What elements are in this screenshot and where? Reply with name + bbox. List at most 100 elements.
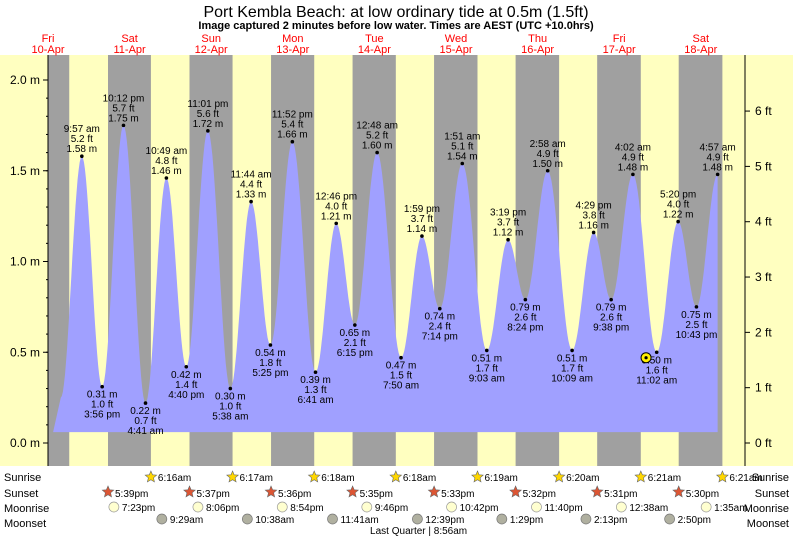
- left-margin: [0, 55, 48, 466]
- tide-height-m: 0.47 m: [386, 361, 417, 372]
- tide-time: 5:25 pm: [252, 368, 288, 379]
- tide-point: [313, 370, 318, 375]
- tide-height-m: 0.51 m: [557, 353, 588, 364]
- sunset-time: 5:30pm: [686, 489, 719, 500]
- tide-time: 10:12 pm: [103, 93, 145, 104]
- sunrise-time: 6:21am: [729, 473, 762, 484]
- y-tick-label-ft: 3 ft: [755, 270, 772, 284]
- tide-height-ft: 5.1 ft: [451, 141, 473, 152]
- tide-height-ft: 2.1 ft: [344, 338, 366, 349]
- row-label-sunrise-right: Sunrise: [752, 472, 789, 484]
- tide-height-ft: 2.4 ft: [429, 322, 451, 333]
- day-date: 13-Apr: [276, 44, 309, 56]
- sunrise-icon: [634, 470, 648, 483]
- tide-point: [654, 350, 659, 355]
- sunset-time: 5:39pm: [115, 489, 148, 500]
- tide-time: 4:29 pm: [576, 200, 612, 211]
- tide-height-m: 0.79 m: [510, 303, 541, 314]
- y-tick-label-ft: 5 ft: [755, 159, 772, 173]
- moonrise-icon: [276, 501, 288, 513]
- tide-height-m: 1.75 m: [108, 113, 139, 124]
- sunrise-time: 6:20am: [566, 473, 599, 484]
- sunrise-time: 6:21am: [648, 473, 681, 484]
- tide-point: [143, 401, 148, 405]
- sunset-icon: [427, 485, 441, 498]
- tide-point: [121, 123, 126, 128]
- tide-height-m: 1.33 m: [236, 190, 267, 201]
- sunrise-icon: [307, 470, 321, 483]
- moonrise-icon: [192, 501, 204, 513]
- tide-height-m: 1.46 m: [151, 166, 182, 177]
- moonset-icon: [496, 513, 508, 525]
- tide-point: [437, 306, 442, 311]
- tide-height-m: 0.74 m: [424, 312, 455, 323]
- tide-point: [290, 139, 295, 144]
- tide-height-ft: 3.7 ft: [497, 218, 519, 229]
- moon-phase: Last Quarter | 8:56am: [370, 526, 467, 537]
- tide-point: [484, 348, 489, 353]
- sunset-time: 5:35pm: [360, 489, 393, 500]
- tide-time: 11:44 am: [231, 170, 272, 181]
- tide-height-ft: 4.4 ft: [240, 180, 262, 191]
- moonset-time: 2:13pm: [594, 515, 627, 526]
- tide-height-m: 0.30 m: [215, 392, 246, 403]
- sunrise-icon: [471, 470, 484, 483]
- tide-height-m: 0.50 m: [641, 355, 672, 366]
- tide-height-ft: 4.9 ft: [707, 152, 729, 163]
- day-labels: Fri10-AprSat11-AprSun12-AprMon13-AprTue1…: [31, 33, 717, 56]
- tide-point: [228, 386, 233, 391]
- tide-point: [506, 237, 510, 242]
- tide-height-ft: 1.5 ft: [390, 371, 412, 382]
- tide-height-ft: 4.8 ft: [155, 156, 177, 167]
- sunrise-time: 6:17am: [240, 473, 273, 484]
- row-label-moonset-right: Moonset: [747, 518, 789, 530]
- tide-time: 7:14 pm: [422, 332, 458, 343]
- y-tick-label-m: 1.0 m: [10, 255, 40, 269]
- moonrise-time: 8:54pm: [290, 503, 323, 514]
- tide-height-ft: 1.6 ft: [646, 365, 668, 376]
- moonrise-time: 1:35am: [714, 503, 747, 514]
- y-tick-label-ft: 0 ft: [755, 436, 772, 450]
- day-name: Fri: [42, 33, 55, 45]
- tide-height-m: 0.22 m: [130, 406, 161, 417]
- tide-height-m: 0.79 m: [596, 303, 627, 314]
- sunrise-icon: [389, 470, 403, 483]
- tide-height-m: 1.16 m: [578, 220, 609, 231]
- tide-time: 10:49 am: [146, 146, 188, 157]
- sun-moon-rows: Sunrise Sunset Moonrise Moonset Sunrise Sunse…: [4, 470, 789, 537]
- tide-point: [545, 168, 550, 173]
- sunset-icon: [101, 485, 115, 498]
- moonrise-icon: [700, 501, 712, 513]
- moonset-time: 12:39pm: [425, 515, 464, 526]
- tide-point: [334, 221, 339, 226]
- tide-point: [206, 129, 210, 133]
- tide-time: 11:52 pm: [272, 110, 313, 121]
- y-tick-label-ft: 4 ft: [755, 215, 772, 229]
- tide-time: 11:02 am: [636, 375, 677, 386]
- tide-height-ft: 4.0 ft: [325, 201, 347, 212]
- tide-point: [609, 297, 613, 302]
- tide-time: 3:19 pm: [490, 208, 526, 219]
- day-band: [722, 55, 745, 466]
- tide-time: 10:09 am: [551, 373, 593, 384]
- tide-height-m: 1.22 m: [663, 210, 694, 221]
- tide-height-m: 1.48 m: [702, 162, 733, 173]
- tide-time: 3:56 pm: [84, 410, 120, 421]
- row-label-moonset: Moonset: [4, 518, 46, 530]
- tide-point: [353, 323, 357, 327]
- day-name: Tue: [365, 33, 384, 45]
- sunset-time: 5:36pm: [278, 489, 311, 500]
- tide-time: 9:03 am: [469, 373, 505, 384]
- day-date: 16-Apr: [521, 44, 554, 56]
- day-date: 17-Apr: [603, 44, 636, 56]
- tide-time: 4:02 am: [615, 142, 651, 153]
- sunrise-icon: [226, 470, 240, 483]
- current-tide-center: [644, 356, 648, 360]
- tide-height-m: 0.65 m: [340, 328, 371, 339]
- tide-point: [184, 364, 189, 369]
- tide-height-ft: 3.7 ft: [411, 214, 433, 225]
- sunset-icon: [672, 485, 686, 498]
- tide-height-m: 0.51 m: [471, 353, 502, 364]
- moonrise-icon: [108, 501, 120, 513]
- moonrise-time: 7:23pm: [122, 503, 155, 514]
